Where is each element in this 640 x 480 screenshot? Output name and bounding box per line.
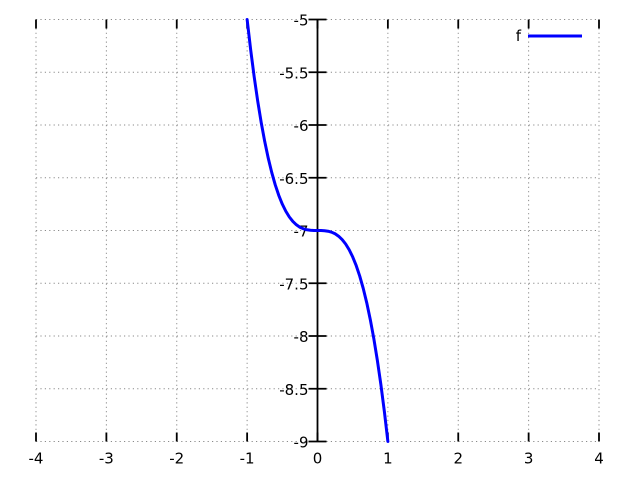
x-tick-label: 0 xyxy=(313,450,323,468)
tick-labels: -4 -3 -2 -1 0 1 2 3 4-5-5.5-6-6.5-7-7.5-8-8.5-9 xyxy=(29,12,604,468)
x-tick-label: 4 xyxy=(594,450,604,468)
x-tick-label: -2 xyxy=(169,450,184,468)
x-tick-label: 2 xyxy=(453,450,463,468)
x-tick-label: -3 xyxy=(99,450,114,468)
y-tick-label: -8 xyxy=(294,328,309,346)
x-tick-label: -4 xyxy=(29,450,44,468)
x-tick-label: 3 xyxy=(524,450,534,468)
y-tick-label: -7.5 xyxy=(279,275,308,293)
curve-f xyxy=(245,18,390,443)
y-tick-label: -5 xyxy=(294,12,309,30)
y-tick-label: -8.5 xyxy=(279,381,308,399)
x-tick-label: -1 xyxy=(240,450,255,468)
y-tick-label: -5.5 xyxy=(279,64,308,82)
x-tick-label: 1 xyxy=(383,450,393,468)
y-tick-label: -9 xyxy=(294,434,309,452)
y-tick-label: -6 xyxy=(294,117,309,135)
legend: f xyxy=(516,27,582,45)
y-tick-label: -6.5 xyxy=(279,170,308,188)
series-curve-f xyxy=(245,18,390,443)
legend-label-f: f xyxy=(516,27,522,45)
